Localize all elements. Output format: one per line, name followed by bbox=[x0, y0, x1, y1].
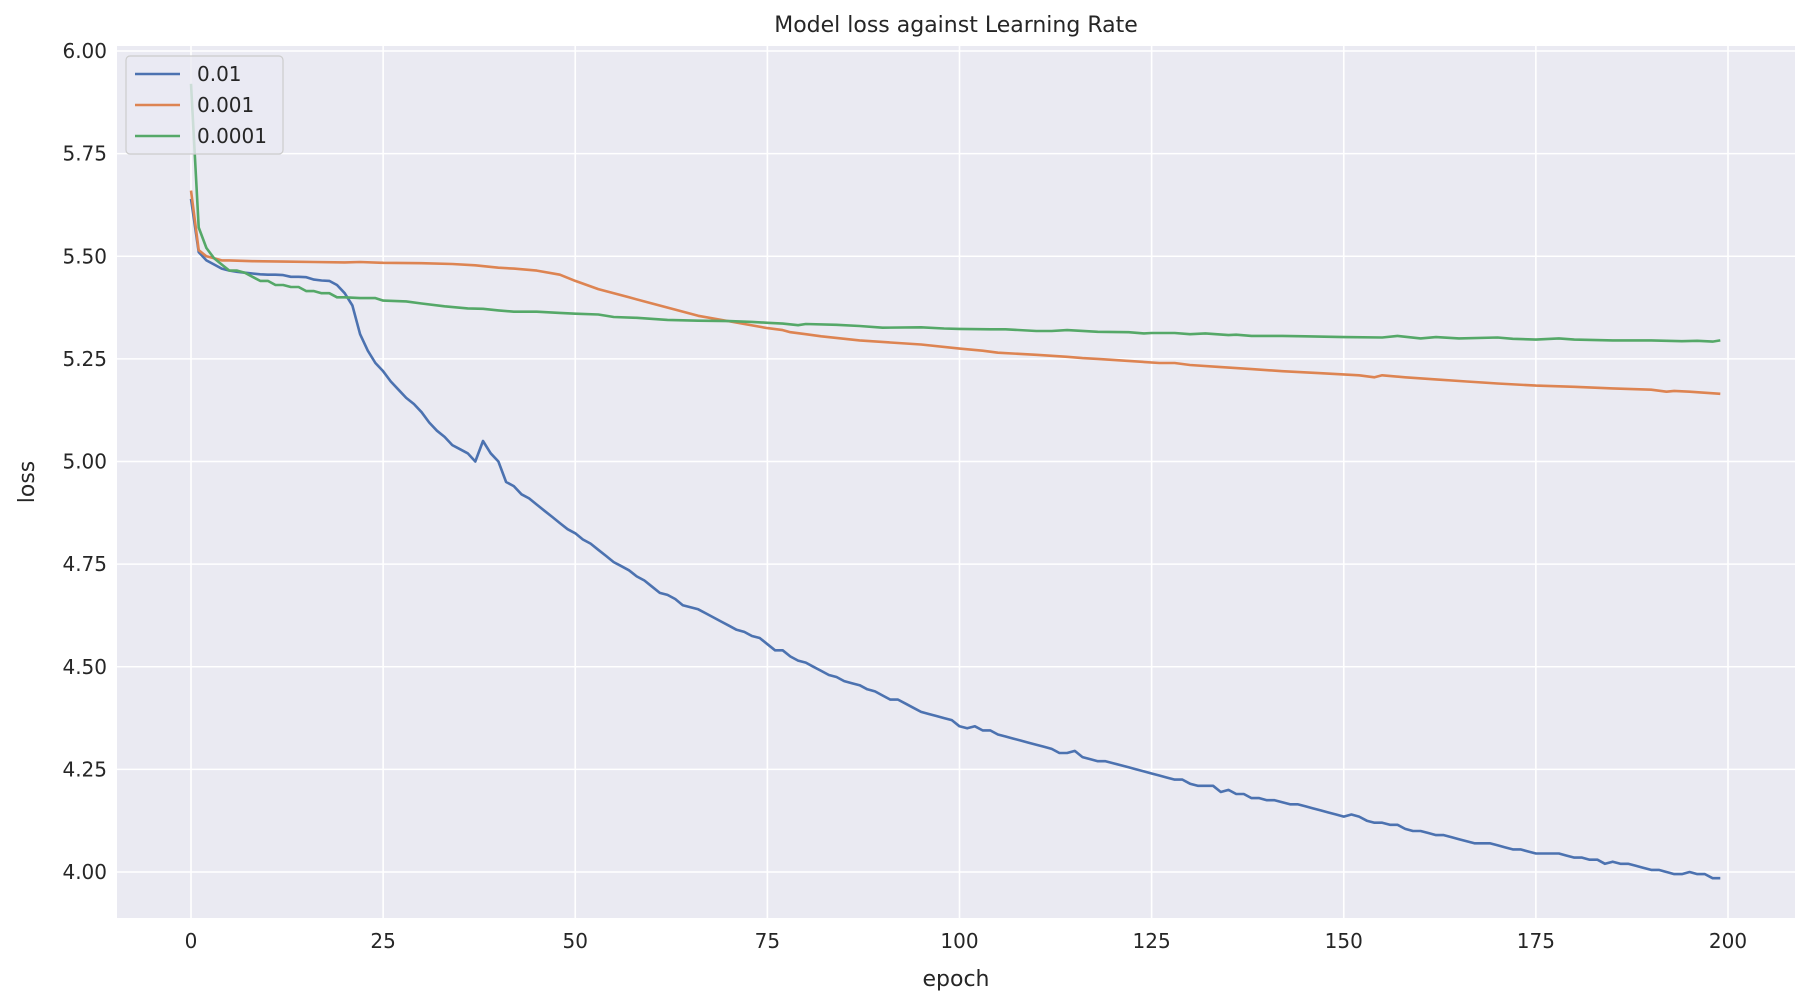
plot-background bbox=[117, 46, 1795, 918]
x-tick-label: 75 bbox=[755, 929, 780, 953]
legend: 0.01 0.001 0.0001 bbox=[125, 55, 284, 155]
x-tick-label: 175 bbox=[1517, 929, 1555, 953]
x-tick-labels: 0 25 50 75 100 125 150 175 200 bbox=[185, 929, 1747, 953]
x-tick-label: 0 bbox=[185, 929, 198, 953]
legend-label: 0.0001 bbox=[197, 124, 267, 148]
legend-box bbox=[125, 55, 284, 155]
y-tick-label: 4.50 bbox=[62, 655, 107, 679]
y-tick-label: 4.25 bbox=[62, 757, 107, 781]
x-axis-label: epoch bbox=[923, 967, 990, 992]
x-tick-label: 125 bbox=[1133, 929, 1171, 953]
series-line-0.01 bbox=[189, 198, 1721, 880]
chart-title: Model loss against Learning Rate bbox=[774, 13, 1138, 38]
x-tick-label: 50 bbox=[563, 929, 588, 953]
y-tick-labels: 4.00 4.25 4.50 4.75 5.00 5.25 5.50 5.75 6.00 bbox=[62, 39, 107, 884]
x-tick-label: 150 bbox=[1325, 929, 1363, 953]
series-line-0.001 bbox=[189, 190, 1721, 396]
legend-label: 0.01 bbox=[197, 62, 242, 86]
grid-lines bbox=[117, 46, 1795, 918]
legend-label: 0.001 bbox=[197, 93, 254, 117]
y-tick-label: 5.00 bbox=[62, 450, 107, 474]
series-lines bbox=[189, 83, 1721, 880]
y-tick-label: 4.75 bbox=[62, 552, 107, 576]
y-tick-label: 6.00 bbox=[62, 39, 107, 63]
x-tick-label: 100 bbox=[940, 929, 978, 953]
y-tick-label: 5.50 bbox=[62, 244, 107, 268]
x-tick-label: 25 bbox=[370, 929, 395, 953]
y-tick-label: 5.75 bbox=[62, 142, 107, 166]
y-tick-label: 4.00 bbox=[62, 860, 107, 884]
x-tick-label: 200 bbox=[1709, 929, 1747, 953]
y-tick-label: 5.25 bbox=[62, 347, 107, 371]
y-axis-label: loss bbox=[15, 461, 40, 504]
series-line-0.0001 bbox=[189, 83, 1721, 343]
